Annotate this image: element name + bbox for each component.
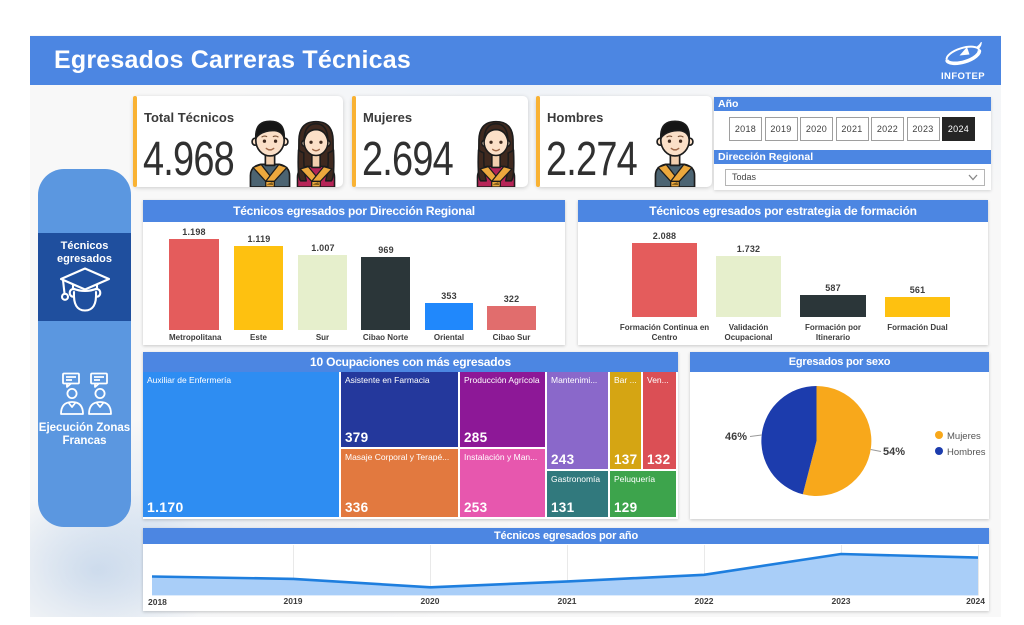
svg-text:2020: 2020 <box>421 596 440 606</box>
svg-text:2019: 2019 <box>284 596 303 606</box>
svg-text:2024: 2024 <box>966 596 985 606</box>
svg-text:54%: 54% <box>883 446 905 458</box>
svg-text:2023: 2023 <box>832 596 851 606</box>
svg-text:46%: 46% <box>725 431 747 443</box>
svg-text:2018: 2018 <box>148 597 167 607</box>
svg-text:2022: 2022 <box>695 596 714 606</box>
svg-text:2021: 2021 <box>558 596 577 606</box>
